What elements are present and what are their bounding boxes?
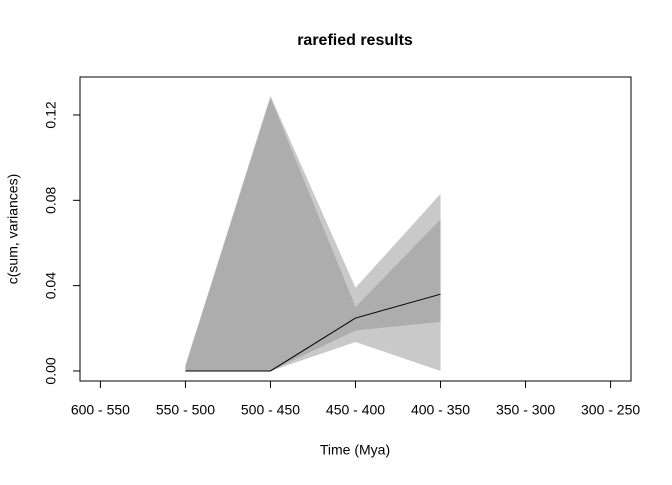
- y-tick-label: 0.08: [43, 186, 59, 213]
- x-tick-label: 450 - 400: [326, 402, 385, 418]
- band: [185, 97, 441, 371]
- y-axis-label: c(sum, variances): [5, 174, 21, 284]
- line: [185, 293, 441, 372]
- x-tick-label: 600 - 550: [71, 402, 130, 418]
- chart-title: rarefied results: [297, 32, 413, 49]
- x-tick-label: 400 - 350: [411, 402, 470, 418]
- x-axis-label: Time (Mya): [320, 442, 390, 458]
- y-tick-label: 0.04: [43, 272, 59, 299]
- x-tick-label: 550 - 500: [156, 402, 215, 418]
- x-tick-label: 300 - 250: [581, 402, 640, 418]
- y-tick-label: 0.12: [43, 101, 59, 128]
- x-tick-label: 350 - 300: [496, 402, 555, 418]
- x-tick-label: 500 - 450: [241, 402, 300, 418]
- y-tick-label: 0.00: [43, 357, 59, 384]
